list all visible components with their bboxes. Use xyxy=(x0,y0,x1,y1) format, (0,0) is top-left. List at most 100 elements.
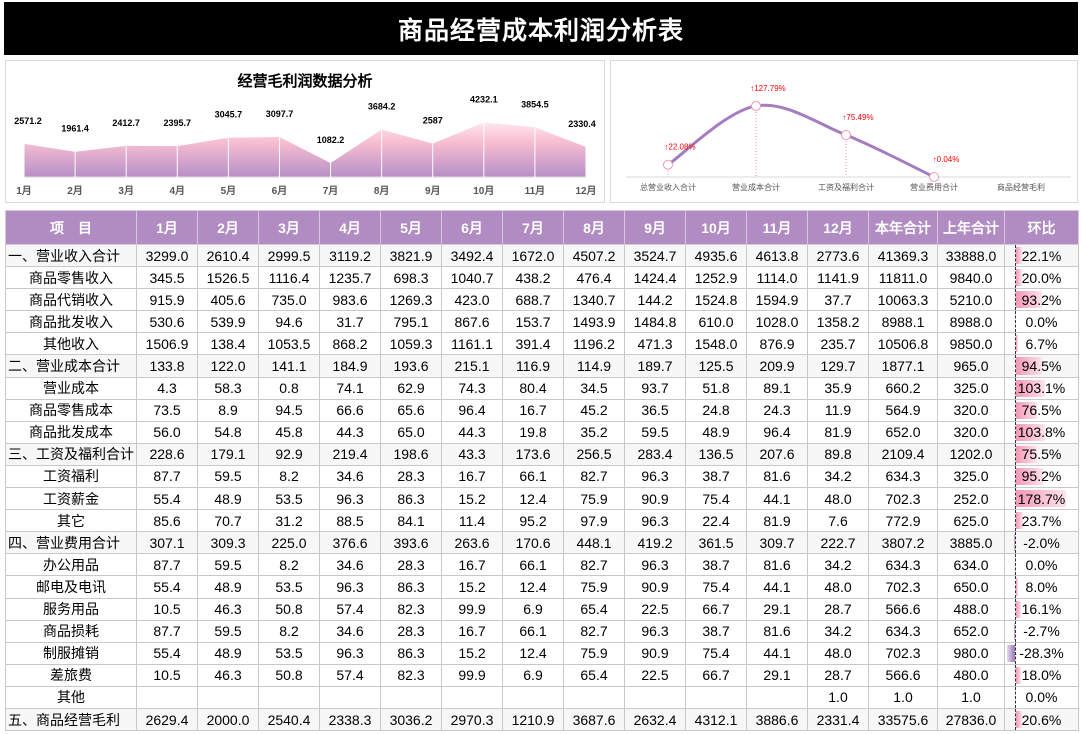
value-cell: 263.6 xyxy=(441,531,503,555)
value-cell: 4.3 xyxy=(136,376,198,400)
value-cell: 45.2 xyxy=(563,398,625,422)
value-cell: 1.0 xyxy=(937,685,1005,709)
value-cell: 3821.9 xyxy=(380,243,442,268)
value-cell: 698.3 xyxy=(380,266,442,290)
databar-axis xyxy=(1015,576,1016,598)
databar xyxy=(1016,512,1023,530)
value-cell: 66.1 xyxy=(502,619,564,643)
value-cell: 252.0 xyxy=(937,487,1005,511)
databar xyxy=(1007,644,1015,662)
value-cell: 3687.6 xyxy=(563,707,625,732)
value-cell: 2000.0 xyxy=(197,707,259,732)
row-label: 其他收入 xyxy=(5,332,137,356)
value-cell: 44.3 xyxy=(319,420,381,444)
value-cell: 90.9 xyxy=(624,487,686,511)
value-cell: 376.6 xyxy=(319,531,381,555)
value-cell: 96.3 xyxy=(319,575,381,599)
ratio-value: 178.7% xyxy=(1017,490,1066,507)
column-header: 5月 xyxy=(380,210,442,245)
value-cell: 980.0 xyxy=(937,641,1005,665)
value-cell: 65.4 xyxy=(563,597,625,621)
databar xyxy=(1014,622,1015,640)
value-cell: 15.2 xyxy=(441,487,503,511)
value-cell: 28.3 xyxy=(380,619,442,643)
table-row: 商品零售收入 345.5 1526.5 1116.4 1235.7 698.3 1040.7… xyxy=(5,266,1079,290)
chart-title: 经营毛利润数据分析 xyxy=(237,73,373,90)
value-cell: 1040.7 xyxy=(441,266,503,290)
x-tick-label: 10月 xyxy=(473,185,494,197)
row-label: 商品批发收入 xyxy=(5,310,137,334)
data-label: ↑22.08% xyxy=(664,143,695,152)
ratio-cell: 178.7% xyxy=(1004,487,1079,511)
value-cell: 1.0 xyxy=(807,685,869,709)
value-cell: 1484.8 xyxy=(624,310,686,334)
value-cell: 16.7 xyxy=(441,464,503,489)
ratio-cell: 20.0% xyxy=(1004,266,1079,290)
value-cell: 43.3 xyxy=(441,442,503,466)
value-cell: 2629.4 xyxy=(136,707,198,732)
value-cell: 566.6 xyxy=(868,663,938,687)
value-cell: 94.5 xyxy=(258,398,320,422)
databar-axis xyxy=(1015,686,1016,708)
value-cell: 97.9 xyxy=(563,509,625,533)
ratio-value: -28.3% xyxy=(1019,645,1064,662)
value-cell: 66.1 xyxy=(502,464,564,489)
value-cell: 66.7 xyxy=(685,597,747,621)
value-cell: 81.9 xyxy=(746,509,808,533)
x-tick-label: 6月 xyxy=(272,185,288,197)
value-cell: 198.6 xyxy=(380,442,442,466)
value-cell: 74.3 xyxy=(441,376,503,400)
value-cell: 81.6 xyxy=(746,553,808,577)
table-header-row: 项 目 1月 2月 3月 4月 5月 6月 7月 8月 9月 10月 11月 12月 本年合计 上年合计 环比 xyxy=(5,210,1079,245)
value-cell: 405.6 xyxy=(197,288,259,312)
databar xyxy=(1016,467,1043,486)
value-cell: 309.7 xyxy=(746,531,808,555)
page-title: 商品经营成本利润分析表 xyxy=(4,2,1078,55)
row-label: 差旅费 xyxy=(5,663,137,687)
value-cell: 345.5 xyxy=(136,266,198,290)
databar-axis xyxy=(1015,642,1016,664)
value-cell: 116.9 xyxy=(502,354,564,378)
value-cell: 133.8 xyxy=(136,354,198,378)
ratio-value: 95.2% xyxy=(1021,468,1062,485)
section-row: 三、工资及福利合计 228.6 179.1 92.9 219.4 198.6 43.3 173… xyxy=(5,442,1079,466)
databar-axis xyxy=(1015,421,1016,443)
value-cell: 87.7 xyxy=(136,619,198,643)
databar-axis xyxy=(1015,664,1016,686)
ratio-value: 0.0% xyxy=(1025,313,1058,330)
value-cell: 9850.0 xyxy=(937,332,1005,356)
value-cell: 530.6 xyxy=(136,310,198,334)
value-cell: 868.2 xyxy=(319,332,381,356)
x-tick-label: 7月 xyxy=(323,185,339,197)
ratio-cell: -2.0% xyxy=(1004,531,1079,555)
value-cell: 59.5 xyxy=(197,619,259,643)
value-cell: 53.5 xyxy=(258,641,320,665)
databar-axis xyxy=(1015,355,1016,377)
value-cell: 15.2 xyxy=(441,575,503,599)
ratio-cell: 103.1% xyxy=(1004,376,1079,400)
value-cell: 82.3 xyxy=(380,597,442,621)
databar-axis xyxy=(1015,377,1016,399)
value-cell: 87.7 xyxy=(136,464,198,489)
value-cell: 179.1 xyxy=(197,442,259,466)
value-cell: 702.3 xyxy=(868,487,938,511)
databar-axis xyxy=(1015,554,1016,576)
value-cell: 1141.9 xyxy=(807,266,869,290)
ratio-cell: 18.0% xyxy=(1004,663,1079,687)
value-cell: 1524.8 xyxy=(685,288,747,312)
ratio-value: 8.0% xyxy=(1025,578,1058,595)
section-row: 五、商品经营毛利 2629.4 2000.0 2540.4 2338.3 3036.2 29… xyxy=(5,707,1079,732)
value-cell: 12.4 xyxy=(502,487,564,511)
value-cell: 34.6 xyxy=(319,553,381,577)
x-tick-label: 营业成本合计 xyxy=(732,182,780,192)
value-cell: 46.3 xyxy=(197,663,259,687)
area-series xyxy=(24,122,586,177)
value-cell: 125.5 xyxy=(685,354,747,378)
value-cell: 114.9 xyxy=(563,354,625,378)
value-cell: 1877.1 xyxy=(868,354,938,378)
value-cell: 983.6 xyxy=(319,288,381,312)
value-cell: 650.0 xyxy=(937,575,1005,599)
value-cell: 66.7 xyxy=(685,663,747,687)
value-cell: 70.7 xyxy=(197,509,259,533)
row-label: 商品批发成本 xyxy=(5,420,137,444)
